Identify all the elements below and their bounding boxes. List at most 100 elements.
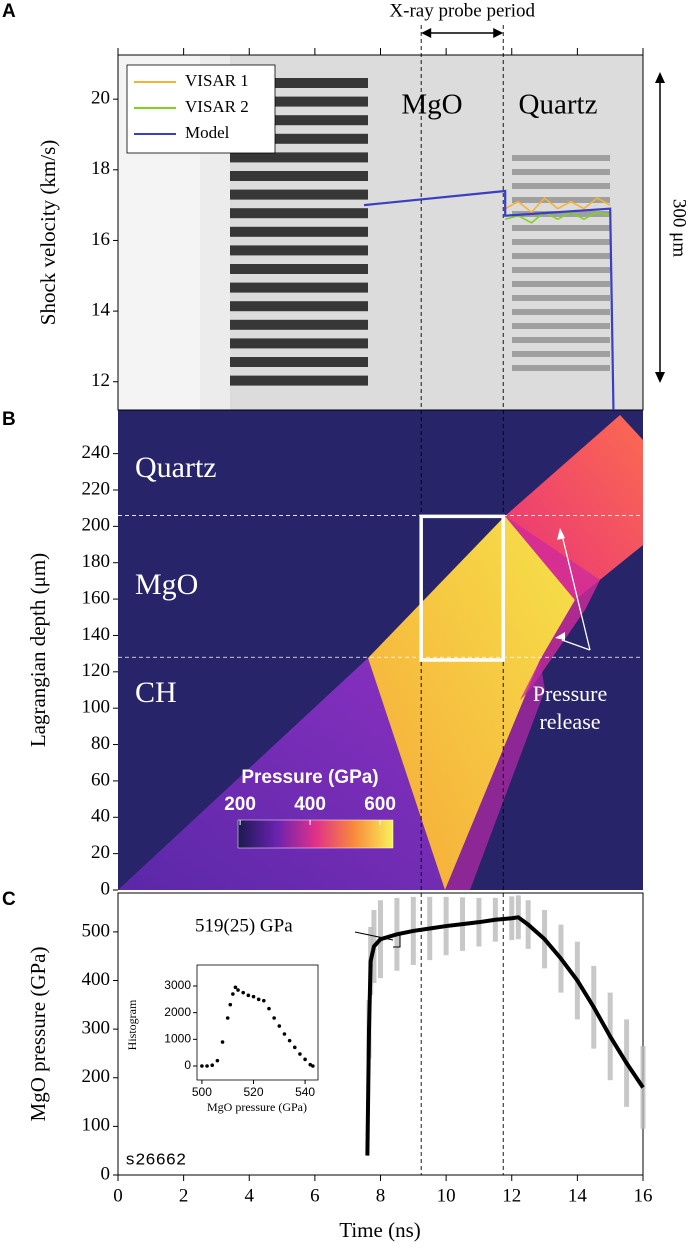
streak-fringe	[230, 301, 368, 312]
scatter-point	[225, 1016, 230, 1020]
streak-fringe	[512, 225, 610, 231]
scatter-point	[256, 997, 261, 1002]
streak-fringe	[230, 189, 368, 200]
scatter-point	[236, 988, 240, 992]
data-line	[365, 915, 645, 1156]
annotation-box: Pressure release	[533, 681, 608, 734]
scatter-point	[246, 993, 251, 998]
streak-fringe	[512, 351, 610, 357]
streak-fringe	[512, 295, 610, 301]
scatter-point	[262, 998, 266, 1003]
streak-fringe	[230, 264, 368, 274]
scatter-point	[272, 1016, 276, 1020]
y-tick-label: 140	[82, 624, 111, 645]
region-label: MgO	[401, 89, 462, 121]
scatter-point	[277, 1024, 282, 1028]
streak-fringe	[230, 171, 368, 181]
y-tick-label: 20	[91, 842, 110, 863]
y-axis-label: Lagrangian depth (μm)	[26, 553, 50, 747]
layer-label: Quartz	[135, 451, 217, 484]
y-tick-label: 18	[91, 158, 110, 179]
y-axis-label: Shock velocity (km/s)	[36, 140, 60, 325]
scatter-point	[220, 1040, 225, 1044]
scatter-point	[233, 985, 238, 990]
x-tick-label: 12	[502, 1185, 521, 1206]
streak-fringe	[230, 208, 368, 219]
y-tick-label: 3000	[164, 978, 191, 992]
scatter-point	[228, 1002, 233, 1007]
scatter-point	[292, 1045, 297, 1050]
y-tick-label: 0	[101, 1163, 111, 1184]
x-tick-label: 2	[179, 1185, 189, 1206]
y-tick-label: 2000	[164, 1005, 191, 1019]
streak-fringe	[512, 155, 610, 161]
y-tick-label: 14	[91, 299, 111, 320]
y-tick-label: 60	[91, 769, 110, 790]
y-tick-label: 80	[91, 733, 110, 754]
scatter-point	[298, 1052, 302, 1056]
layer-label: MgO	[135, 568, 198, 601]
streak-fringe	[512, 281, 610, 287]
x-tick-label: 10	[437, 1185, 456, 1206]
y-tick-label: 120	[82, 660, 111, 681]
panel-label: A	[2, 1, 16, 22]
probe-box	[419, 514, 505, 662]
y-tick-label: 100	[82, 1115, 111, 1136]
x-axis-label: MgO pressure (GPa)	[207, 1100, 307, 1114]
x-tick-label: 540	[295, 1085, 315, 1099]
scatter-point	[241, 990, 245, 995]
scatter-point	[303, 1057, 307, 1062]
arrow	[561, 534, 591, 651]
streak-fringe	[512, 365, 610, 371]
x-tick-label: 14	[568, 1185, 588, 1206]
streak-fringe	[512, 267, 610, 273]
scale-label: 300 μm	[669, 199, 690, 257]
y-tick-label: 0	[184, 1058, 191, 1072]
colorbar-title: Pressure (GPa)	[241, 767, 378, 788]
scatter-point	[200, 1064, 204, 1068]
y-axis-label: MgO pressure (GPa)	[26, 947, 50, 1122]
legend-label: VISAR 2	[185, 97, 249, 116]
annotation-bracket	[354, 931, 401, 948]
y-tick-label: 200	[82, 515, 111, 536]
region-label: Quartz	[519, 89, 598, 121]
streak-fringe	[230, 133, 368, 144]
x-tick-label: 500	[192, 1085, 212, 1099]
streak-fringe	[512, 337, 610, 343]
data-line	[504, 196, 611, 214]
annotation: 519(25) GPa	[195, 915, 293, 936]
arrow-head	[421, 28, 504, 38]
streak-fringe	[230, 338, 368, 349]
scatter-point	[311, 1064, 315, 1068]
colorbar-tick-label: 600	[364, 794, 396, 815]
streak-fringe	[230, 78, 368, 88]
y-tick-label: 220	[82, 478, 111, 499]
streak-fringe	[230, 96, 368, 107]
y-tick-label: 500	[82, 920, 111, 941]
y-tick-label: 0	[101, 878, 111, 899]
legend-label: VISAR 1	[185, 71, 249, 90]
y-tick-label: 20	[91, 88, 110, 109]
annotation: X-ray probe period	[389, 0, 535, 21]
streak-fringe	[512, 183, 610, 189]
streak-fringe	[230, 152, 368, 163]
y-tick-label: 40	[91, 806, 110, 827]
y-tick-label: 240	[82, 442, 111, 463]
y-tick-label: 16	[91, 229, 110, 250]
x-tick-label: 16	[634, 1185, 653, 1206]
y-tick-label: 400	[82, 969, 111, 990]
y-axis-label: Histogram	[125, 999, 139, 1050]
x-tick-label: 4	[245, 1185, 255, 1206]
scatter-point	[215, 1058, 220, 1063]
streak-fringe	[512, 169, 610, 175]
y-tick-label: 12	[91, 370, 110, 391]
x-tick-label: 6	[310, 1185, 320, 1206]
inset-frame	[196, 964, 319, 1081]
legend-label: Model	[185, 123, 230, 142]
streak-fringe	[230, 226, 368, 237]
panel-label: B	[2, 409, 16, 430]
x-tick-label: 520	[243, 1085, 263, 1099]
data-line	[504, 211, 611, 224]
panel-label: C	[2, 889, 16, 910]
